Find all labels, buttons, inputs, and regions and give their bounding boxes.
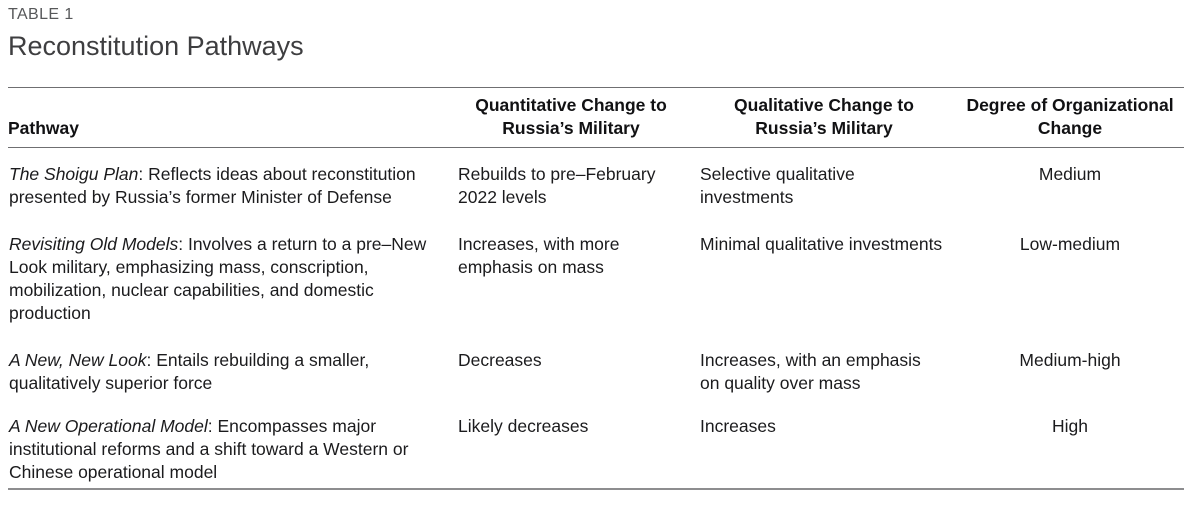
qualitative-change-cell: Selective qualitative investments bbox=[700, 164, 855, 207]
pathway-name: The Shoigu Plan bbox=[9, 164, 139, 184]
quantitative-change-cell: Increases, with more emphasis on mass bbox=[458, 234, 620, 277]
quantitative-change-cell: Rebuilds to pre–February 2022 levels bbox=[458, 164, 656, 207]
pathway-name: A New, New Look bbox=[9, 350, 147, 370]
table-header-row: Pathway Quantitative Change to Russia’s … bbox=[8, 87, 1184, 148]
page: TABLE 1 Reconstitution Pathways Pathway … bbox=[8, 6, 1192, 490]
degree-of-change-cell: Medium bbox=[1038, 164, 1102, 184]
pathway-description: : Encompasses major institutional reform… bbox=[9, 416, 409, 482]
pathway-name: A New Operational Model bbox=[9, 416, 208, 436]
pathway-cell: A New, New Look: Entails rebuilding a sm… bbox=[8, 334, 450, 400]
column-header-pathway: Pathway bbox=[8, 87, 450, 148]
table-title: Reconstitution Pathways bbox=[8, 31, 304, 61]
degree-of-change-cell: Low-medium bbox=[1019, 234, 1121, 254]
pathway-description: : Entails rebuilding a smaller, qualitat… bbox=[9, 350, 370, 393]
table-row: Revisiting Old Models: Involves a return… bbox=[8, 218, 1184, 334]
pathway-description: : Reflects ideas about reconstitution pr… bbox=[9, 164, 416, 207]
table-row: The Shoigu Plan: Reflects ideas about re… bbox=[8, 148, 1184, 219]
table-number-label: TABLE 1 bbox=[8, 6, 74, 23]
table-row: A New Operational Model: Encompasses maj… bbox=[8, 400, 1184, 489]
qualitative-change-cell: Minimal qualitative investments bbox=[700, 234, 943, 254]
pathway-cell: The Shoigu Plan: Reflects ideas about re… bbox=[8, 148, 450, 219]
qualitative-change-cell: Increases bbox=[700, 416, 776, 436]
table-row: A New, New Look: Entails rebuilding a sm… bbox=[8, 334, 1184, 400]
column-header-qualitative-change: Qualitative Change to Russia’s Military bbox=[692, 87, 956, 148]
column-header-degree-of-change: Degree of Organizational Change bbox=[956, 87, 1184, 148]
pathway-description: : Involves a return to a pre–New Look mi… bbox=[9, 234, 427, 323]
pathway-name: Revisiting Old Models bbox=[9, 234, 179, 254]
degree-of-change-cell: High bbox=[1052, 416, 1088, 436]
reconstitution-pathways-table: Pathway Quantitative Change to Russia’s … bbox=[8, 87, 1184, 490]
pathway-cell: A New Operational Model: Encompasses maj… bbox=[8, 400, 450, 489]
degree-of-change-cell: Medium-high bbox=[1019, 350, 1121, 370]
pathway-cell: Revisiting Old Models: Involves a return… bbox=[8, 218, 450, 334]
qualitative-change-cell: Increases, with an emphasis on quality o… bbox=[700, 350, 921, 393]
quantitative-change-cell: Decreases bbox=[458, 350, 542, 370]
quantitative-change-cell: Likely decreases bbox=[458, 416, 589, 436]
column-header-quantitative-change: Quantitative Change to Russia’s Military bbox=[450, 87, 692, 148]
